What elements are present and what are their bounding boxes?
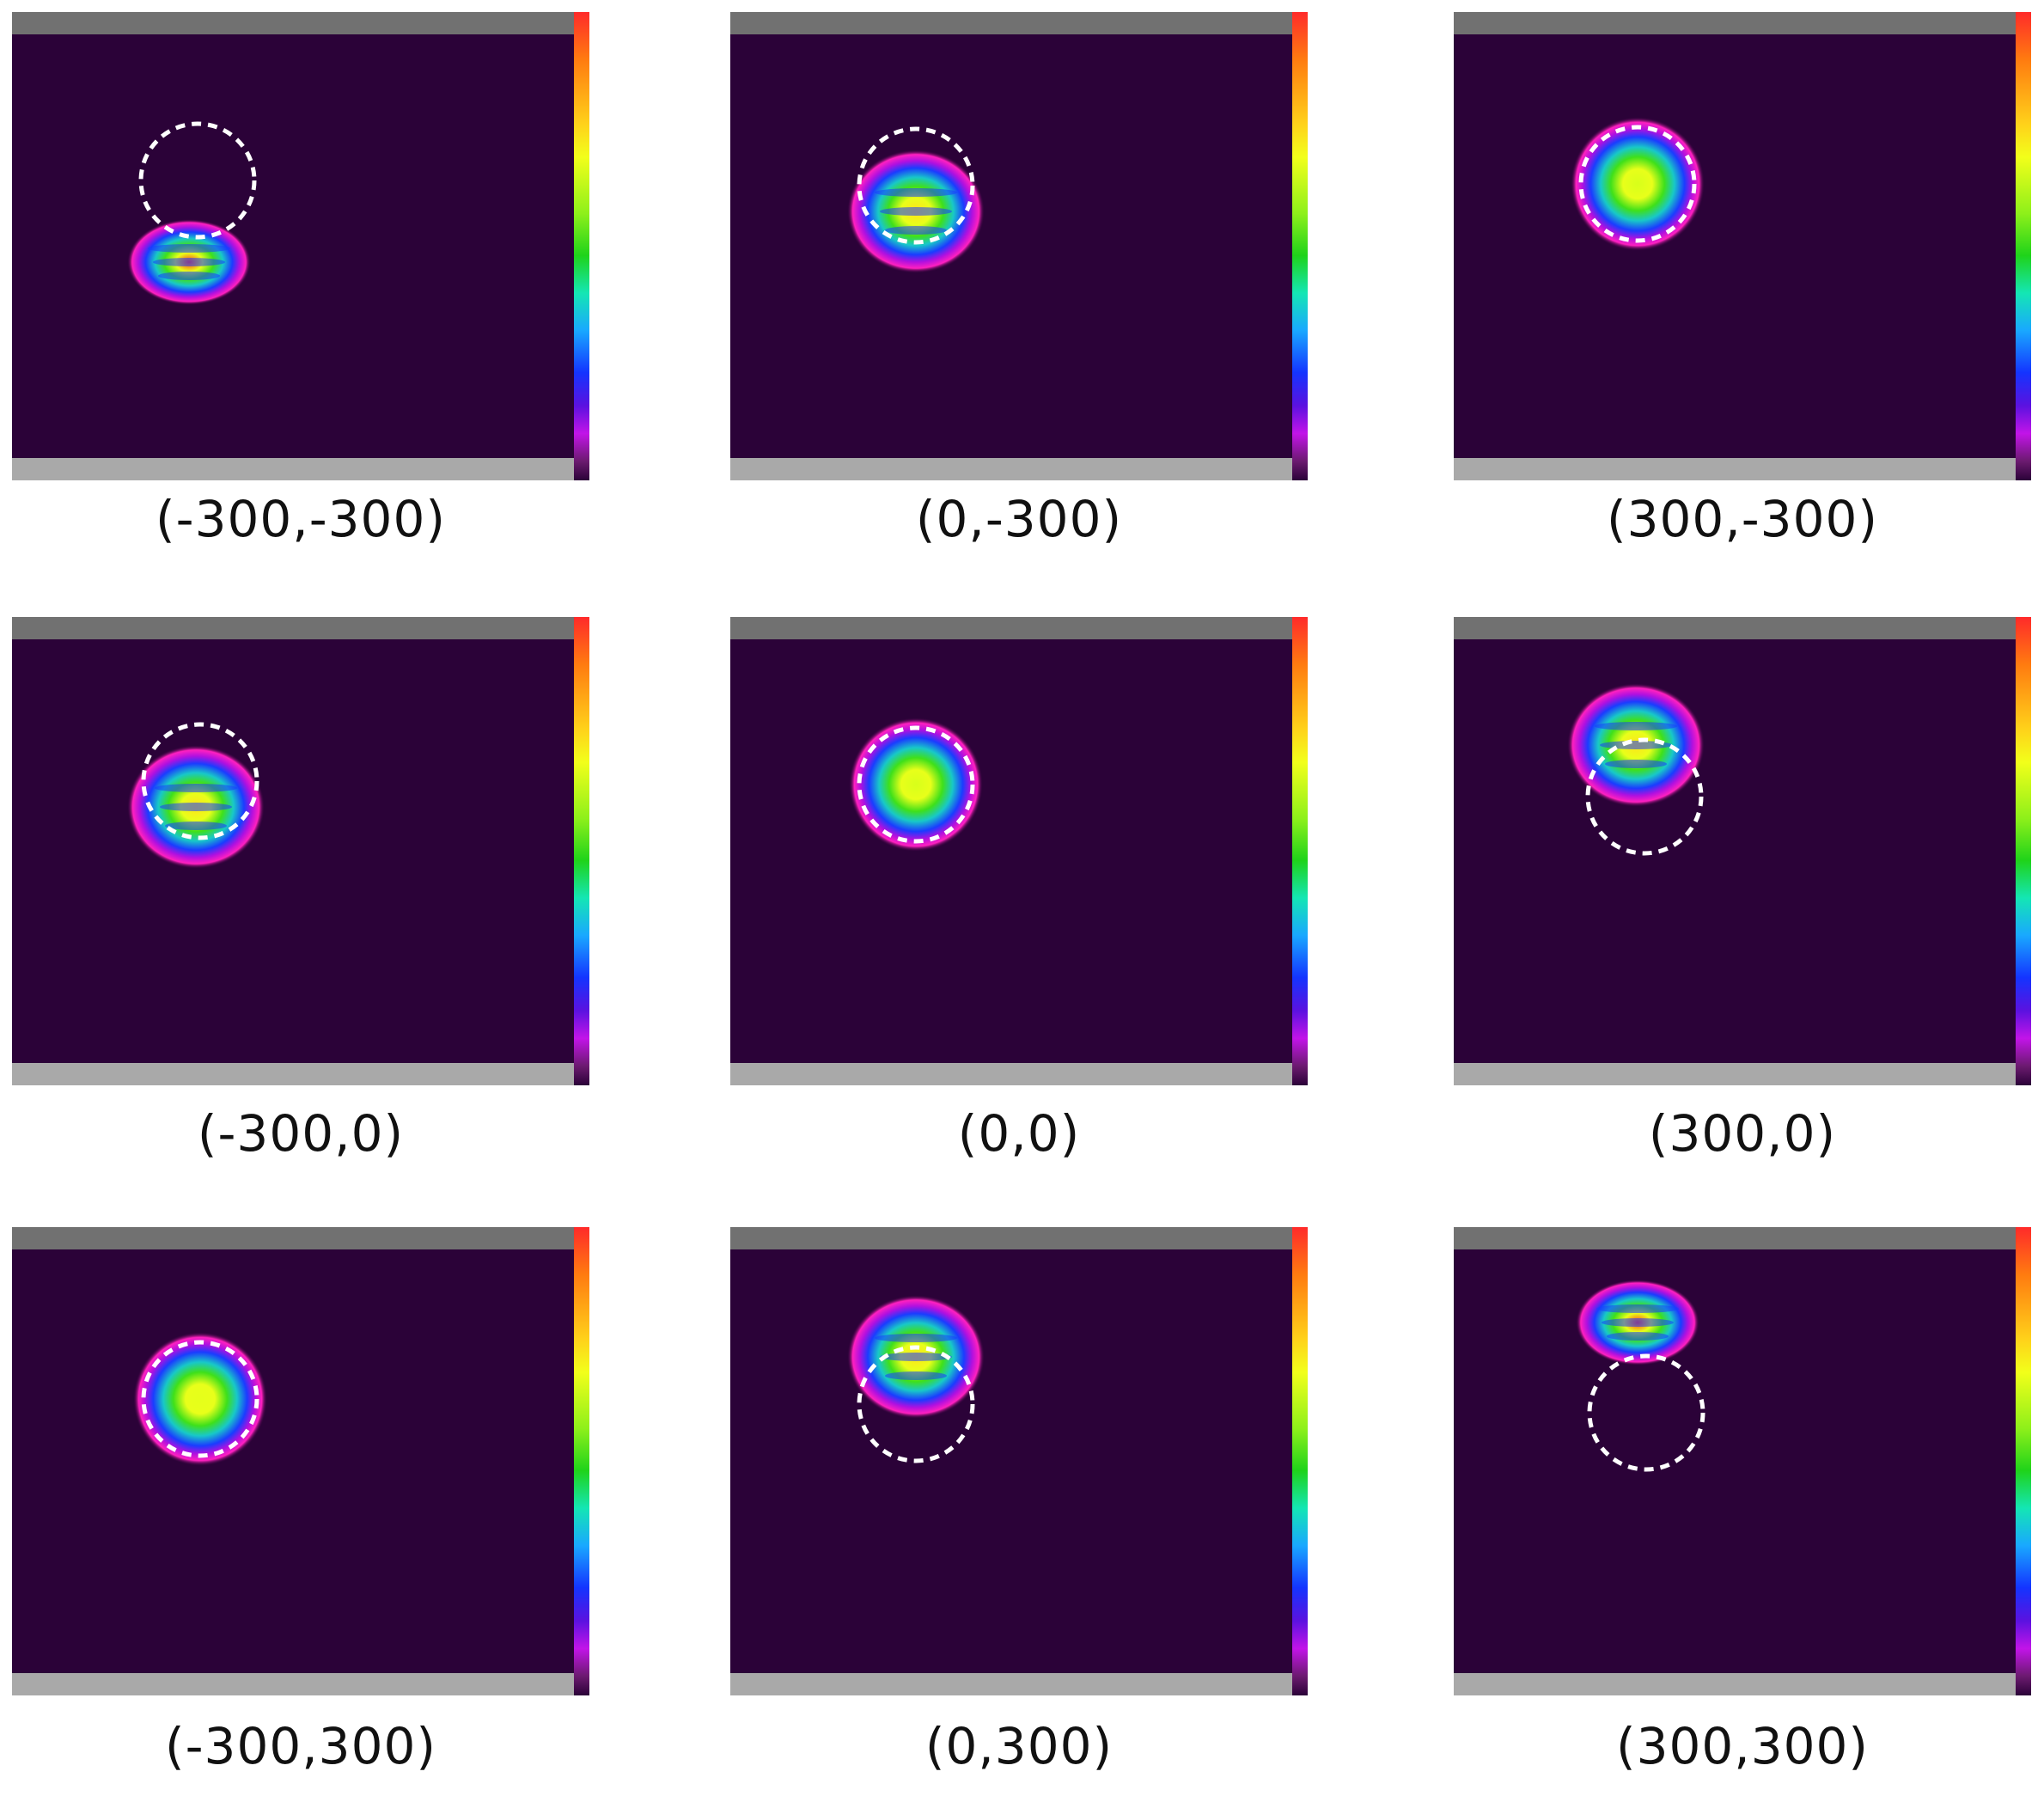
bottom-bar [1454, 458, 2016, 480]
top-bar [12, 617, 574, 639]
reference-circle [141, 722, 259, 840]
fringe-band [165, 822, 227, 830]
position-caption: (0,0) [957, 1104, 1081, 1163]
fringe-band [160, 803, 232, 811]
top-bar [1454, 617, 2016, 639]
color-scale-bar [574, 12, 589, 480]
beam-spot-svg [127, 121, 257, 305]
beam-spot-svg [847, 126, 985, 273]
color-scale-bar [2016, 617, 2031, 1085]
bottom-bar [1454, 1063, 2016, 1085]
beam-spot-svg [1576, 1280, 1705, 1472]
bottom-bar [12, 458, 574, 480]
reference-circle [141, 1340, 259, 1458]
beam-spot [133, 1332, 267, 1466]
reference-circle [1585, 737, 1704, 856]
beam-image [12, 12, 589, 480]
color-scale-bar [1292, 12, 1308, 480]
position-caption: (300,-300) [1606, 490, 1879, 548]
bottom-bar [730, 1673, 1292, 1695]
beam-spot-svg [127, 722, 265, 869]
top-bar [12, 1227, 574, 1249]
beam-spot-svg [1567, 683, 1705, 856]
bottom-bar [730, 1063, 1292, 1085]
top-bar [1454, 12, 2016, 34]
fringe-band [885, 226, 947, 235]
fringe-band [1605, 760, 1667, 768]
beam-spot-svg [133, 1332, 267, 1466]
reference-circle [1587, 1353, 1705, 1472]
top-bar [730, 12, 1292, 34]
beam-image [730, 12, 1308, 480]
top-bar [730, 617, 1292, 639]
reference-circle [1578, 125, 1697, 243]
fringe-band [1600, 741, 1672, 749]
fringe-band [875, 188, 957, 197]
beam-spot-svg [849, 718, 983, 852]
beam-spot [849, 718, 983, 852]
top-bar [730, 1227, 1292, 1249]
position-caption: (300,0) [1648, 1104, 1837, 1163]
fringe-band [880, 207, 952, 216]
fringe-band [153, 258, 225, 266]
beam-image [730, 1227, 1308, 1695]
beam-image [12, 1227, 589, 1695]
beam-spot [1571, 117, 1705, 251]
fringe-band [875, 1334, 957, 1342]
fringe-band [155, 784, 237, 792]
reference-circle [857, 1345, 975, 1463]
color-scale-bar [2016, 1227, 2031, 1695]
fringe-band [1607, 1332, 1669, 1341]
fringe-band [148, 244, 230, 253]
beam-image [1454, 617, 2031, 1085]
position-caption: (0,-300) [915, 490, 1123, 548]
color-scale-bar [574, 617, 589, 1085]
fringe-band [880, 1353, 952, 1361]
fringe-band [1595, 722, 1677, 730]
bottom-bar [1454, 1673, 2016, 1695]
beam-spot-svg [847, 1295, 985, 1463]
top-bar [1454, 1227, 2016, 1249]
color-scale-bar [2016, 12, 2031, 480]
bottom-bar [730, 458, 1292, 480]
color-scale-bar [574, 1227, 589, 1695]
fringe-band [1596, 1304, 1679, 1313]
position-caption: (0,300) [924, 1717, 1114, 1775]
reference-circle [857, 126, 975, 245]
color-scale-bar [1292, 617, 1308, 1085]
position-caption: (-300,-300) [156, 490, 446, 548]
beam-image [1454, 1227, 2031, 1695]
fringe-band [158, 272, 220, 280]
top-bar [12, 12, 574, 34]
beam-image [1454, 12, 2031, 480]
beam-image [730, 617, 1308, 1085]
reference-circle [857, 725, 975, 844]
color-scale-bar [1292, 1227, 1308, 1695]
position-caption: (-300,0) [197, 1104, 405, 1163]
beam-spot-svg [1571, 117, 1705, 251]
reference-circle [138, 121, 257, 240]
fringe-band [1602, 1318, 1674, 1327]
position-caption: (-300,300) [164, 1717, 437, 1775]
bottom-bar [12, 1063, 574, 1085]
position-caption: (300,300) [1615, 1717, 1870, 1775]
fringe-band [885, 1371, 947, 1380]
beam-image [12, 617, 589, 1085]
bottom-bar [12, 1673, 574, 1695]
